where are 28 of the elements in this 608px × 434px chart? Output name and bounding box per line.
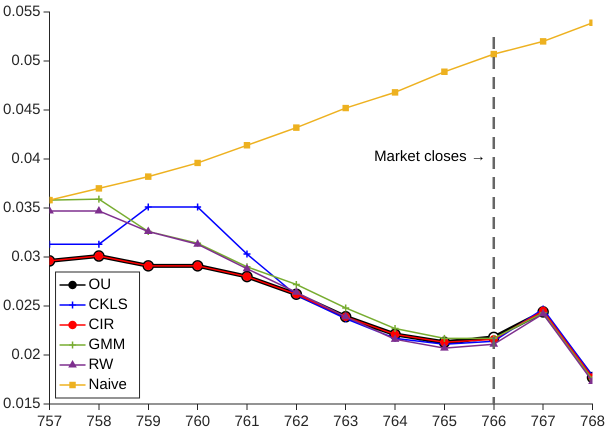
y-tick-label: 0.055 (2, 3, 41, 20)
y-tick-label: 0.04 (11, 150, 41, 168)
x-tick-label: 759 (136, 413, 161, 430)
x-tick-label: 758 (86, 413, 112, 430)
legend-label: OU (88, 276, 112, 294)
ref-line-label: Market closes → (374, 148, 486, 166)
y-tick-label: 0.025 (2, 297, 41, 314)
x-tick-label: 763 (333, 413, 358, 430)
y-tick-label: 0.015 (2, 395, 41, 412)
legend-label: Naive (88, 376, 127, 394)
x-tick-label: 762 (284, 413, 309, 430)
x-tick-label: 757 (37, 413, 62, 430)
y-tick-label: 0.02 (11, 346, 41, 364)
y-tick-label: 0.035 (2, 199, 41, 216)
x-tick-label: 760 (185, 413, 210, 430)
x-tick-label: 767 (530, 413, 556, 430)
legend-label: GMM (88, 336, 126, 354)
x-tick-label: 765 (432, 413, 457, 430)
x-tick-label: 766 (481, 413, 506, 430)
x-tick-label: 764 (382, 413, 408, 430)
legend-label: CIR (88, 316, 115, 334)
legend-label: RW (88, 356, 114, 374)
y-tick-label: 0.03 (11, 248, 41, 266)
x-tick-label: 761 (234, 413, 260, 430)
y-tick-label: 0.05 (11, 52, 41, 70)
x-tick-label: 768 (580, 413, 605, 430)
legend-label: CKLS (88, 296, 128, 314)
y-tick-label: 0.045 (2, 101, 41, 118)
